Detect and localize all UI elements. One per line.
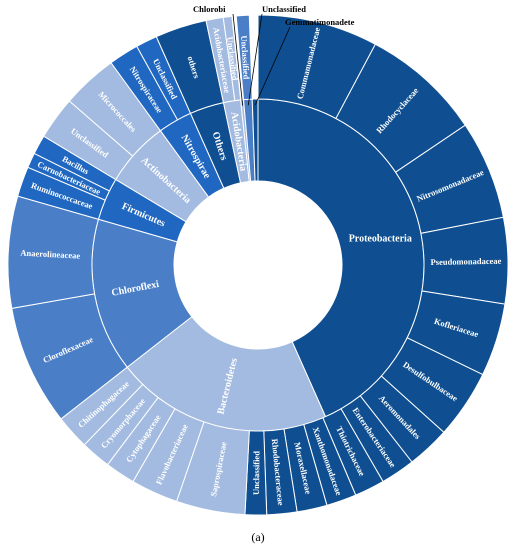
- outer-label-chloroflexi-anaerolineaceae: Anaerolineaceae: [20, 248, 80, 261]
- outer-segment-unclassified-unclassified: [235, 14, 253, 101]
- outer-segment-acidobacteria-unclassified: [222, 15, 242, 102]
- inner-segment-gemmatimonadete: [251, 98, 259, 182]
- leader-lines: Chlorobi Unclassified Gemmatimonadete: [193, 4, 355, 106]
- leader-line-unclassified: [247, 13, 263, 106]
- leader-line-chlorobi: [232, 13, 244, 106]
- inner-label-proteobacteria: Proteobacteria: [349, 234, 412, 245]
- inner-ring: [91, 98, 425, 432]
- outer-label-proteobacteria-unclassified: Unclassified: [251, 451, 261, 495]
- external-label-unclassified: Unclassified: [262, 4, 306, 14]
- external-label-chlorobi: Chlorobi: [193, 4, 226, 14]
- external-label-gemmatimonadete: Gemmatimonadete: [285, 17, 355, 27]
- figure-caption: (a): [251, 530, 264, 544]
- outer-label-proteobacteria-pseudomonadaceae: Pseudomonadaceae: [430, 256, 501, 267]
- leader-line-gemmatimonadete: [254, 26, 291, 106]
- outer-ring: [7, 14, 509, 516]
- outer-label-unclassified-unclassified: Unclassified: [239, 35, 252, 80]
